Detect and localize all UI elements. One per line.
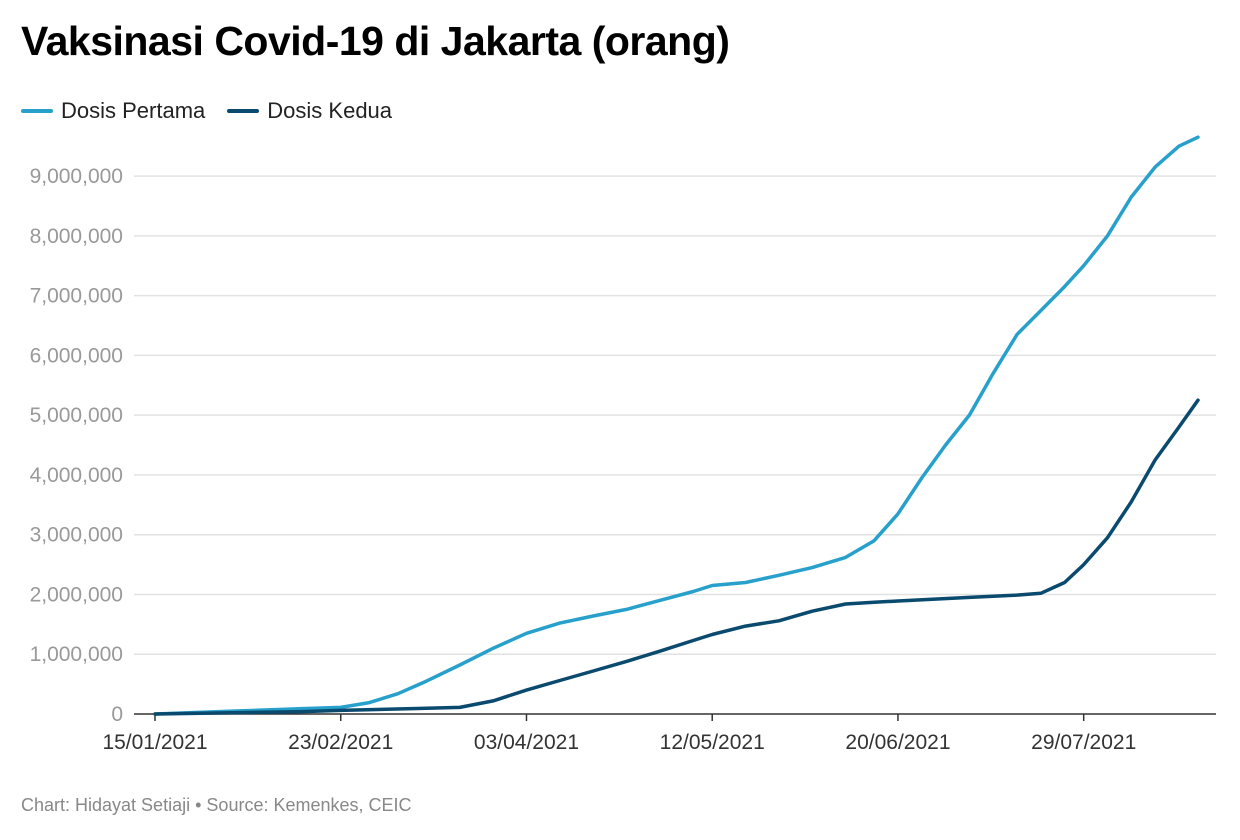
x-tick-label: 23/02/2021: [288, 731, 393, 754]
y-tick-label: 2,000,000: [30, 583, 123, 606]
y-tick-label: 6,000,000: [30, 344, 123, 367]
y-tick-label: 3,000,000: [30, 524, 123, 547]
chart-title: Vaksinasi Covid-19 di Jakarta (orang): [21, 18, 730, 64]
legend-swatch-dose1: [21, 109, 53, 113]
y-tick-label: 9,000,000: [30, 165, 123, 188]
x-tick-label: 20/06/2021: [845, 731, 950, 754]
y-tick-label: 0: [111, 703, 123, 726]
y-tick-label: 7,000,000: [30, 285, 123, 308]
footer-separator: •: [195, 795, 202, 815]
x-tick-label: 12/05/2021: [660, 731, 765, 754]
chart-credit: Chart: Hidayat Setiaji: [21, 795, 191, 815]
chart-footer: Chart: Hidayat Setiaji • Source: Kemenke…: [21, 795, 412, 816]
legend-item-dose2: Dosis Kedua: [227, 98, 392, 124]
y-tick-label: 5,000,000: [30, 404, 123, 427]
chart-source: Source: Kemenkes, CEIC: [206, 795, 412, 815]
series-line-1: [153, 135, 1200, 716]
legend-label-dose1: Dosis Pertama: [61, 98, 206, 123]
series-line-2: [153, 398, 1200, 716]
legend-swatch-dose2: [227, 109, 260, 113]
y-tick-label: 1,000,000: [30, 643, 123, 666]
legend-label-dose2: Dosis Kedua: [267, 98, 393, 123]
x-axis-ticks: 15/01/2021 23/02/2021 03/04/2021 12/05/2021…: [102, 714, 1136, 754]
y-tick-label: 8,000,000: [30, 225, 123, 248]
x-tick-label: 29/07/2021: [1031, 731, 1136, 754]
y-tick-label: 4,000,000: [30, 464, 123, 487]
x-tick-label: 15/01/2021: [102, 731, 207, 754]
gridlines: [134, 175, 1216, 715]
y-axis-ticks: 0 1,000,000 2,000,000 3,000,000 4,000,000 5,0…: [30, 165, 123, 726]
x-tick-label: 03/04/2021: [474, 731, 579, 754]
series-lines: [153, 135, 1200, 716]
legend-item-dose1: Dosis Pertama: [21, 98, 205, 124]
legend: Dosis Pertama Dosis Kedua: [21, 98, 414, 124]
